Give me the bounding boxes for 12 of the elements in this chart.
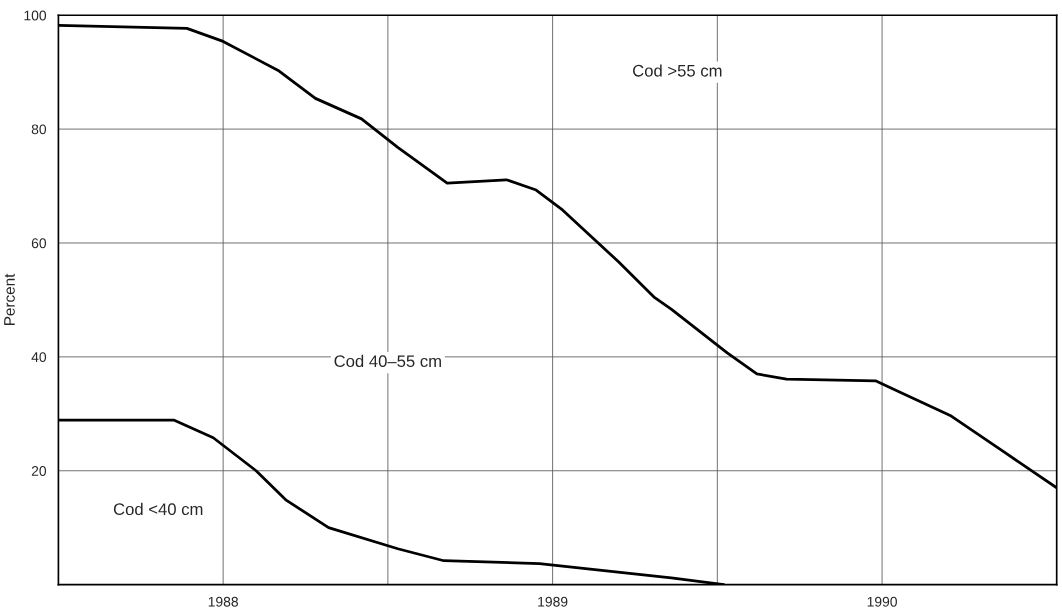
x-tick-label: 1988 (208, 596, 238, 607)
x-tick-label: 1989 (538, 596, 568, 607)
y-tick-label: 40 (31, 352, 47, 363)
y-axis-title: Percent (4, 273, 15, 325)
y-tick-label: 100 (24, 10, 47, 21)
y-tick-label: 20 (31, 466, 47, 476)
annotation: Cod >55 cm (633, 64, 722, 77)
y-tick-label: 60 (31, 238, 47, 249)
annotation: Cod 40–55 cm (334, 354, 441, 368)
y-tick-label: 80 (31, 124, 47, 135)
x-tick-label: 1990 (867, 596, 897, 607)
annotation: Cod <40 cm (113, 502, 203, 516)
